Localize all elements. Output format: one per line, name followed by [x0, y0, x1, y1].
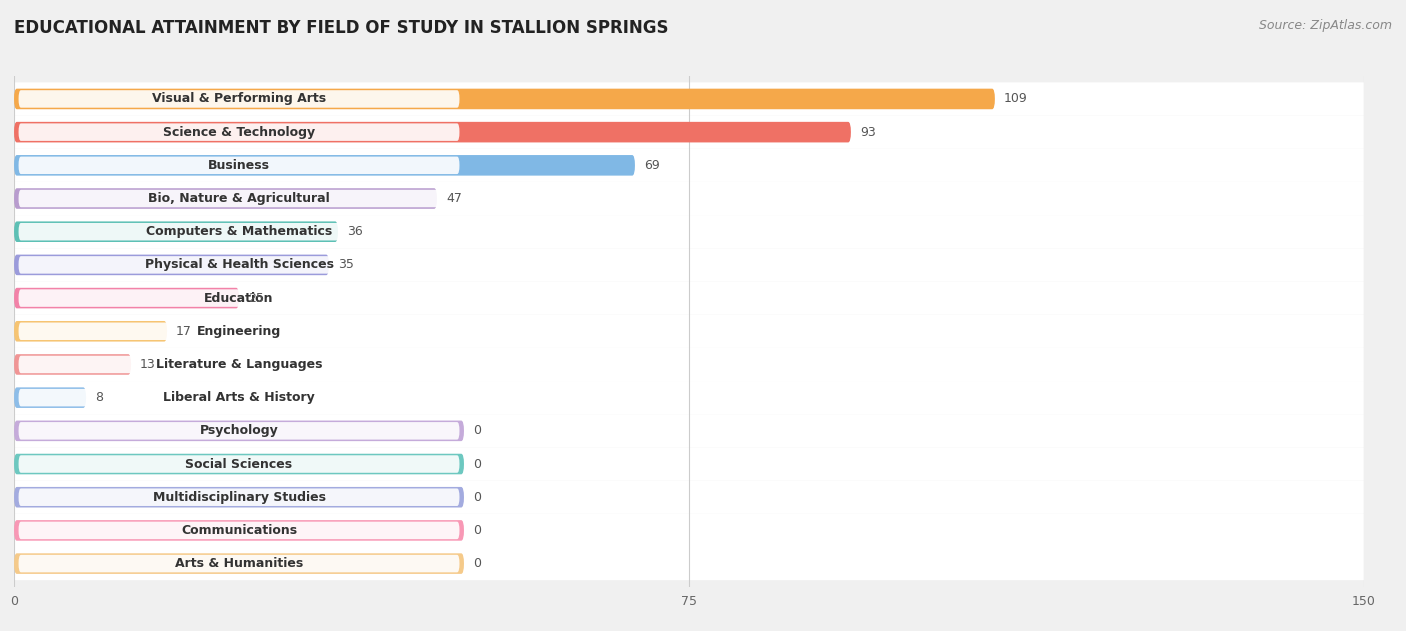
FancyBboxPatch shape [18, 223, 460, 240]
Text: Education: Education [204, 292, 274, 305]
FancyBboxPatch shape [14, 321, 167, 341]
Text: 35: 35 [337, 259, 354, 271]
Text: 25: 25 [247, 292, 264, 305]
Text: 36: 36 [347, 225, 363, 239]
Text: Visual & Performing Arts: Visual & Performing Arts [152, 93, 326, 105]
FancyBboxPatch shape [14, 547, 1364, 580]
Text: 0: 0 [472, 424, 481, 437]
FancyBboxPatch shape [14, 420, 464, 441]
Text: Multidisciplinary Studies: Multidisciplinary Studies [152, 491, 326, 504]
FancyBboxPatch shape [18, 488, 460, 506]
Text: 0: 0 [472, 557, 481, 570]
FancyBboxPatch shape [14, 149, 1364, 182]
FancyBboxPatch shape [14, 155, 636, 175]
Text: Communications: Communications [181, 524, 297, 537]
FancyBboxPatch shape [14, 454, 464, 475]
FancyBboxPatch shape [14, 348, 1364, 381]
FancyBboxPatch shape [18, 90, 460, 108]
FancyBboxPatch shape [14, 221, 337, 242]
FancyBboxPatch shape [18, 422, 460, 440]
Text: Literature & Languages: Literature & Languages [156, 358, 322, 371]
FancyBboxPatch shape [14, 249, 1364, 281]
FancyBboxPatch shape [18, 190, 460, 207]
FancyBboxPatch shape [14, 115, 1364, 149]
FancyBboxPatch shape [14, 254, 329, 275]
FancyBboxPatch shape [18, 356, 460, 373]
FancyBboxPatch shape [14, 553, 464, 574]
FancyBboxPatch shape [14, 281, 1364, 315]
Text: Psychology: Psychology [200, 424, 278, 437]
FancyBboxPatch shape [14, 481, 1364, 514]
FancyBboxPatch shape [14, 215, 1364, 249]
Text: EDUCATIONAL ATTAINMENT BY FIELD OF STUDY IN STALLION SPRINGS: EDUCATIONAL ATTAINMENT BY FIELD OF STUDY… [14, 19, 669, 37]
FancyBboxPatch shape [14, 514, 1364, 547]
Text: 93: 93 [860, 126, 876, 139]
FancyBboxPatch shape [18, 290, 460, 307]
FancyBboxPatch shape [14, 487, 464, 507]
Text: Social Sciences: Social Sciences [186, 457, 292, 471]
FancyBboxPatch shape [18, 389, 460, 406]
FancyBboxPatch shape [18, 322, 460, 340]
Text: Business: Business [208, 159, 270, 172]
FancyBboxPatch shape [18, 124, 460, 141]
FancyBboxPatch shape [14, 315, 1364, 348]
Text: Engineering: Engineering [197, 325, 281, 338]
Text: Physical & Health Sciences: Physical & Health Sciences [145, 259, 333, 271]
Text: 17: 17 [176, 325, 191, 338]
Text: 0: 0 [472, 491, 481, 504]
Text: Computers & Mathematics: Computers & Mathematics [146, 225, 332, 239]
FancyBboxPatch shape [14, 288, 239, 309]
Text: 69: 69 [644, 159, 659, 172]
FancyBboxPatch shape [14, 83, 1364, 115]
Text: 109: 109 [1004, 93, 1028, 105]
Text: Bio, Nature & Agricultural: Bio, Nature & Agricultural [148, 192, 330, 205]
FancyBboxPatch shape [14, 520, 464, 541]
FancyBboxPatch shape [18, 555, 460, 572]
Text: Liberal Arts & History: Liberal Arts & History [163, 391, 315, 404]
FancyBboxPatch shape [14, 414, 1364, 447]
FancyBboxPatch shape [14, 387, 86, 408]
FancyBboxPatch shape [14, 182, 1364, 215]
Text: 47: 47 [446, 192, 461, 205]
FancyBboxPatch shape [14, 381, 1364, 414]
FancyBboxPatch shape [18, 456, 460, 473]
FancyBboxPatch shape [14, 122, 851, 143]
Text: Source: ZipAtlas.com: Source: ZipAtlas.com [1258, 19, 1392, 32]
Text: 8: 8 [96, 391, 103, 404]
FancyBboxPatch shape [18, 256, 460, 274]
FancyBboxPatch shape [18, 156, 460, 174]
Text: 0: 0 [472, 457, 481, 471]
Text: Arts & Humanities: Arts & Humanities [174, 557, 304, 570]
Text: 13: 13 [141, 358, 156, 371]
Text: Science & Technology: Science & Technology [163, 126, 315, 139]
FancyBboxPatch shape [14, 188, 437, 209]
FancyBboxPatch shape [14, 89, 995, 109]
FancyBboxPatch shape [14, 447, 1364, 481]
FancyBboxPatch shape [18, 522, 460, 539]
Text: 0: 0 [472, 524, 481, 537]
FancyBboxPatch shape [14, 354, 131, 375]
